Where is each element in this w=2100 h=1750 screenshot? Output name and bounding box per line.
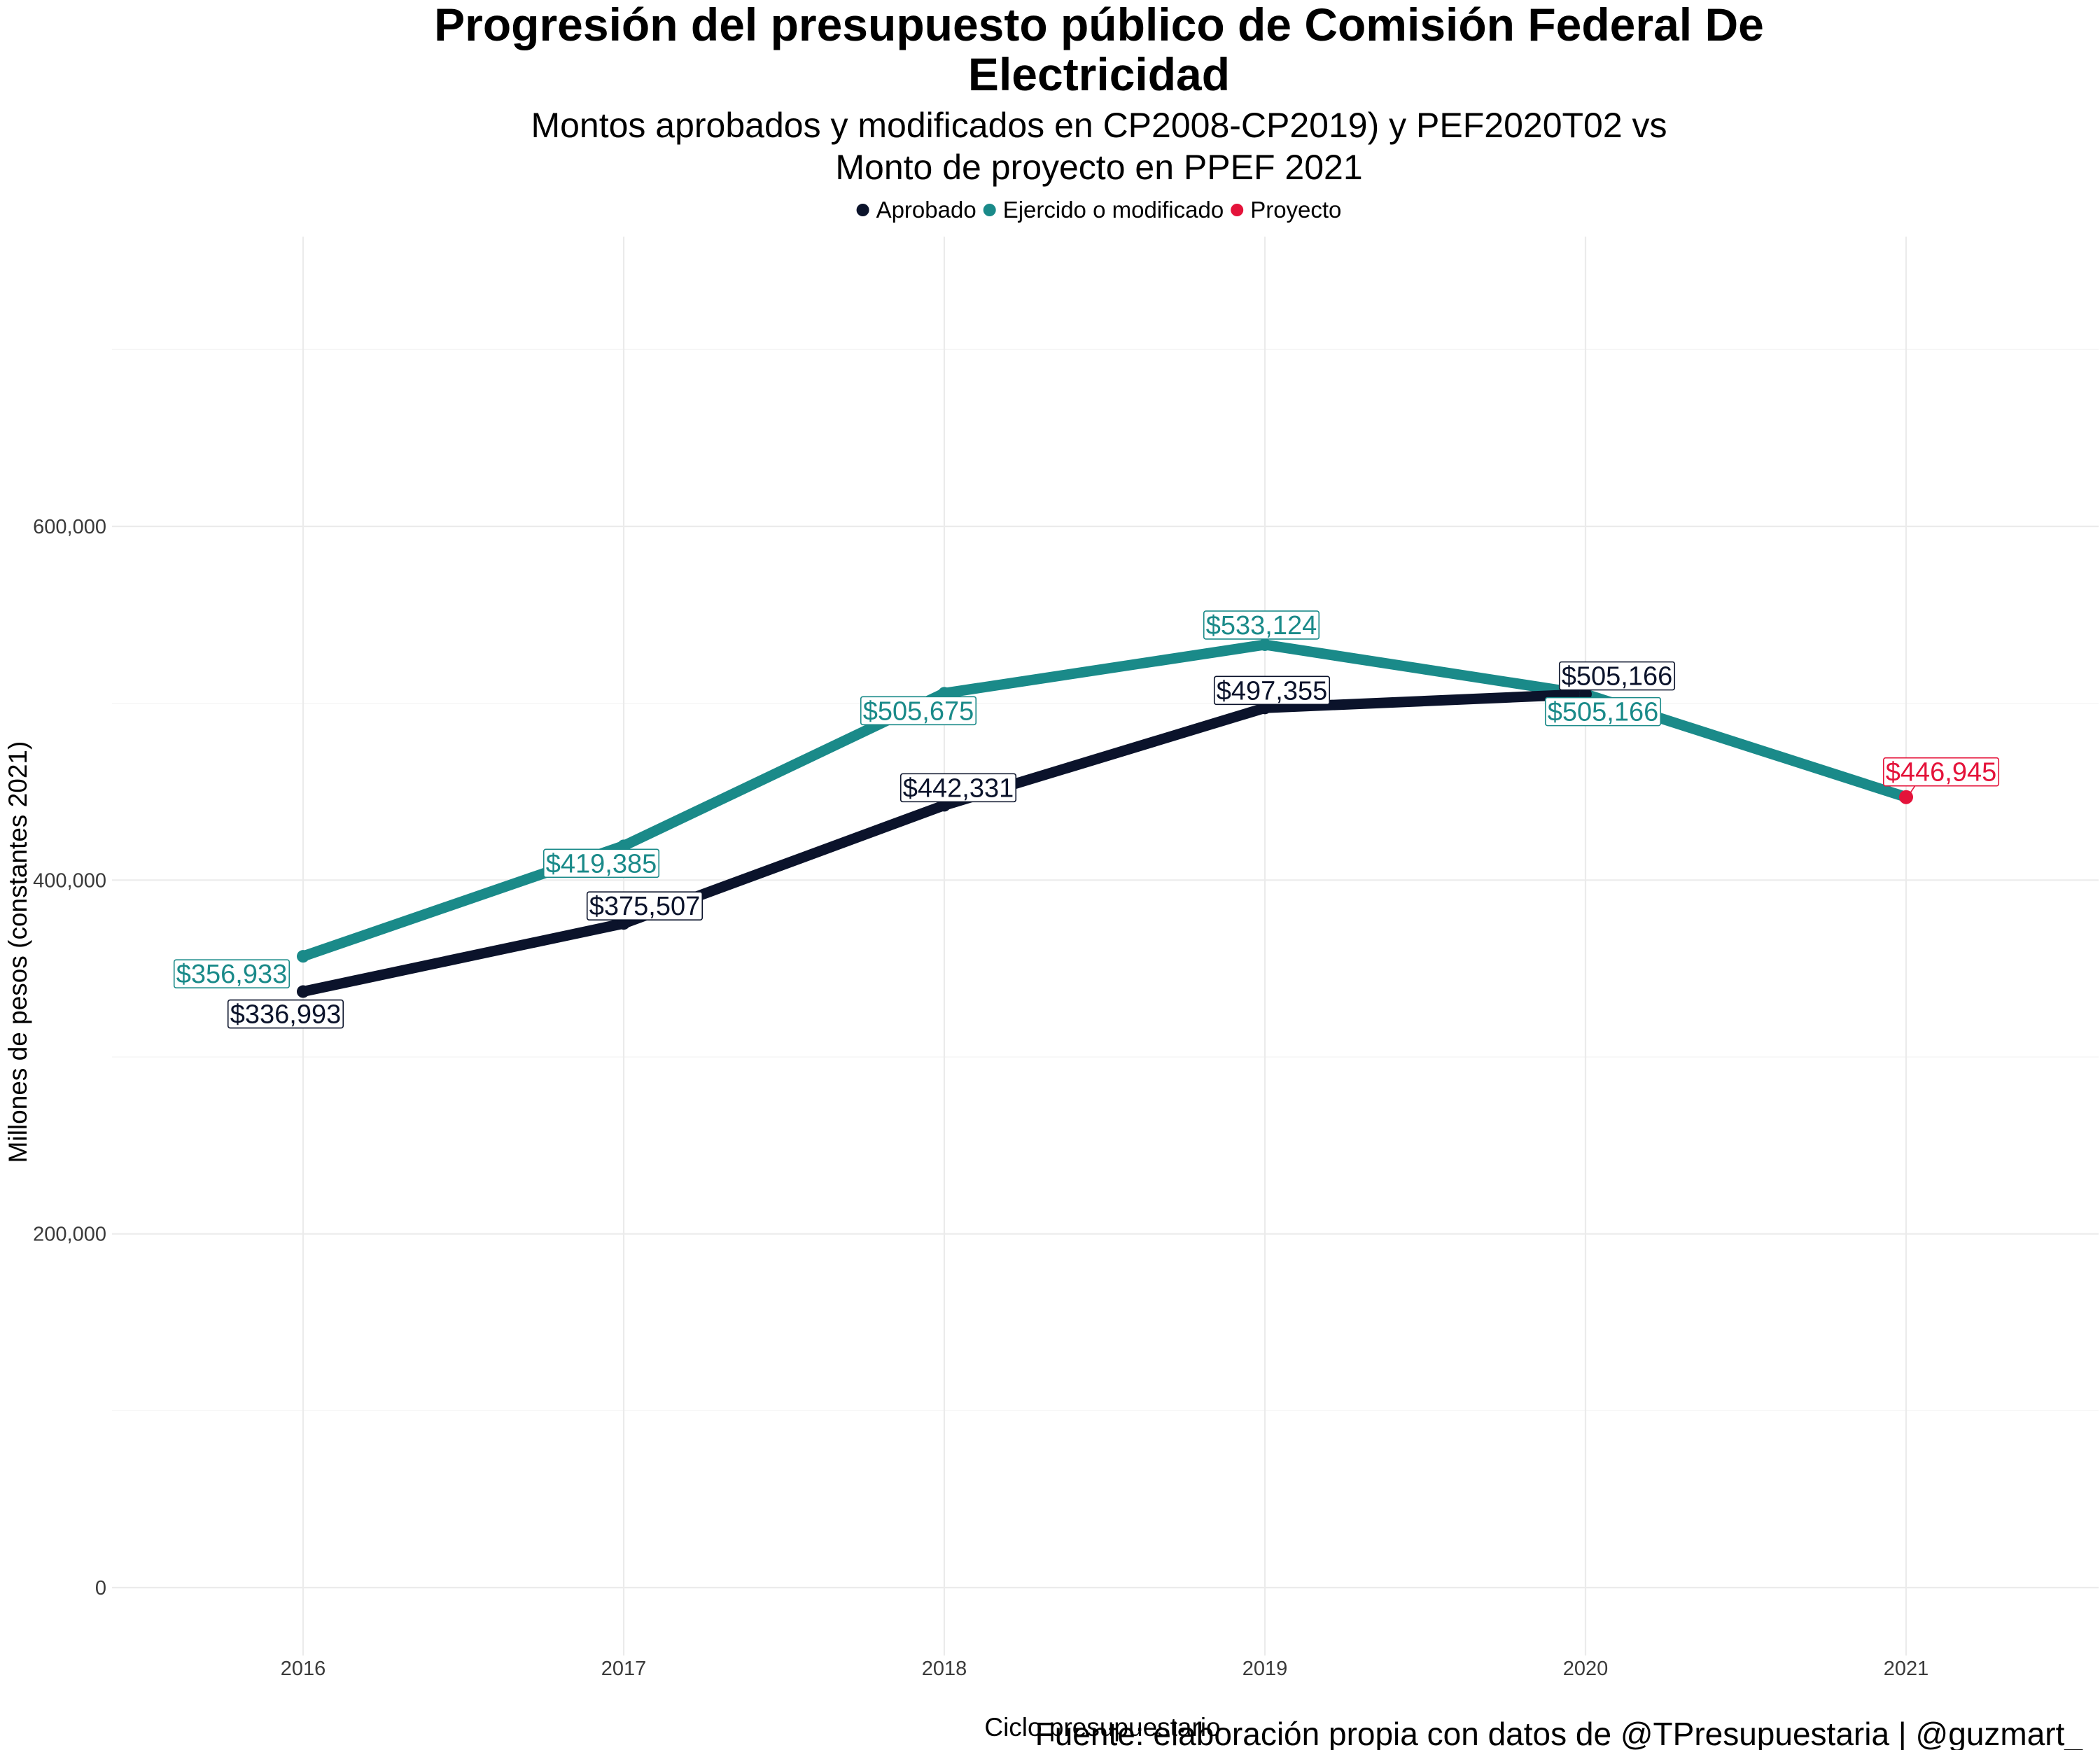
legend-swatch (1231, 204, 1244, 216)
data-label-box (173, 959, 290, 988)
x-tick-label: 2016 (281, 1658, 326, 1680)
grid-lines (112, 237, 2099, 1656)
data-label-ejercido-o-modificado: $419,385 (542, 848, 660, 878)
data-label-text: $446,945 (1886, 758, 1997, 788)
y-tick-label: 400,000 (33, 869, 106, 892)
y-axis-title: Millones de pesos (constantes 2021) (4, 741, 32, 1163)
legend-item-ejercido-o-modificado: Ejercido o modificado (983, 197, 1224, 223)
legend-swatch (856, 204, 869, 216)
data-label-text: $336,993 (230, 1000, 342, 1030)
data-point-proyecto (1899, 790, 1913, 804)
legend-item-aprobado: Aprobado (856, 197, 976, 223)
data-label-box (1882, 757, 2000, 787)
y-tick-label: 0 (95, 1577, 106, 1600)
chart-title-line-1: Progresión del presupuesto público de Co… (434, 0, 1764, 50)
x-tick-label: 2018 (922, 1658, 967, 1680)
y-axis: 0 200,000 400,000 600,000 (33, 516, 106, 1600)
data-label-aprobado: $505,166 (1558, 661, 1676, 692)
data-label-ejercido-o-modificado: $356,933 (173, 959, 290, 989)
legend-label: Aprobado (876, 197, 976, 223)
x-axis-title: Ciclo presupuestario (984, 1713, 1220, 1742)
data-label-box (1203, 610, 1320, 640)
data-label-ejercido-o-modificado: $533,124 (1203, 610, 1320, 640)
data-label-text: $505,166 (1562, 662, 1673, 692)
data-label-ejercido-o-modificado: $505,166 (1544, 696, 1662, 727)
data-label-box (860, 696, 977, 726)
data-label-aprobado: $375,507 (586, 891, 704, 921)
data-label-aprobado: $336,993 (227, 999, 344, 1030)
legend-label: Ejercido o modificado (1003, 197, 1224, 223)
data-label-box (542, 848, 660, 878)
data-label-box (899, 773, 1017, 803)
x-axis: 2016 2017 2018 2019 2020 2021 (281, 1658, 1929, 1680)
series-line-ejercido-o-modificado (298, 639, 1912, 962)
chart-subtitle-line-1: Montos aprobados y modificados en CP2008… (531, 106, 1667, 145)
data-label-ejercido-o-modificado: $505,675 (860, 696, 977, 726)
chart-header: Progresión del presupuesto público de Co… (434, 0, 1764, 187)
data-label-text: $505,166 (1548, 698, 1659, 727)
data-label-text: $442,331 (903, 774, 1014, 803)
y-tick-label: 600,000 (33, 516, 106, 538)
data-label-aprobado: $497,355 (1213, 676, 1331, 706)
data-label-text: $356,933 (176, 960, 288, 989)
data-label-text: $497,355 (1217, 676, 1328, 706)
legend-swatch (983, 204, 996, 216)
x-tick-label: 2021 (1884, 1658, 1929, 1680)
data-label-box (227, 999, 344, 1029)
y-tick-label: 200,000 (33, 1224, 106, 1246)
data-label-proyecto: $446,945 (1882, 757, 2000, 794)
data-label-box (1544, 696, 1662, 727)
data-label-text: $375,507 (589, 892, 701, 921)
data-label-aprobado: $442,331 (899, 773, 1017, 803)
series-lines (298, 639, 1912, 997)
data-label-box (586, 891, 704, 921)
data-label-text: $419,385 (546, 849, 657, 878)
chart-caption: Fuente: elaboración propia con datos de … (1035, 1716, 2084, 1750)
legend: Aprobado Ejercido o modificado Proyecto (856, 197, 1341, 223)
x-tick-label: 2020 (1563, 1658, 1609, 1680)
data-label-box (1213, 676, 1331, 706)
x-tick-label: 2017 (601, 1658, 647, 1680)
legend-label: Proyecto (1250, 197, 1341, 223)
x-tick-label: 2019 (1242, 1658, 1288, 1680)
data-label-text: $533,124 (1206, 611, 1317, 640)
data-label-text: $505,675 (863, 696, 974, 726)
legend-item-proyecto: Proyecto (1231, 197, 1341, 223)
data-point-ejercido-o-modificado (297, 950, 309, 963)
data-point-ejercido-o-modificado (1259, 638, 1271, 651)
data-point-aprobado (297, 985, 309, 998)
chart-title-line-2: Electricidad (968, 48, 1230, 100)
data-labels: $336,993 $375,507 $442,331 $497,355 $505,166… (173, 610, 2000, 1030)
chart-subtitle-line-2: Monto de proyecto en PPEF 2021 (835, 148, 1362, 187)
data-label-box (1558, 661, 1676, 691)
